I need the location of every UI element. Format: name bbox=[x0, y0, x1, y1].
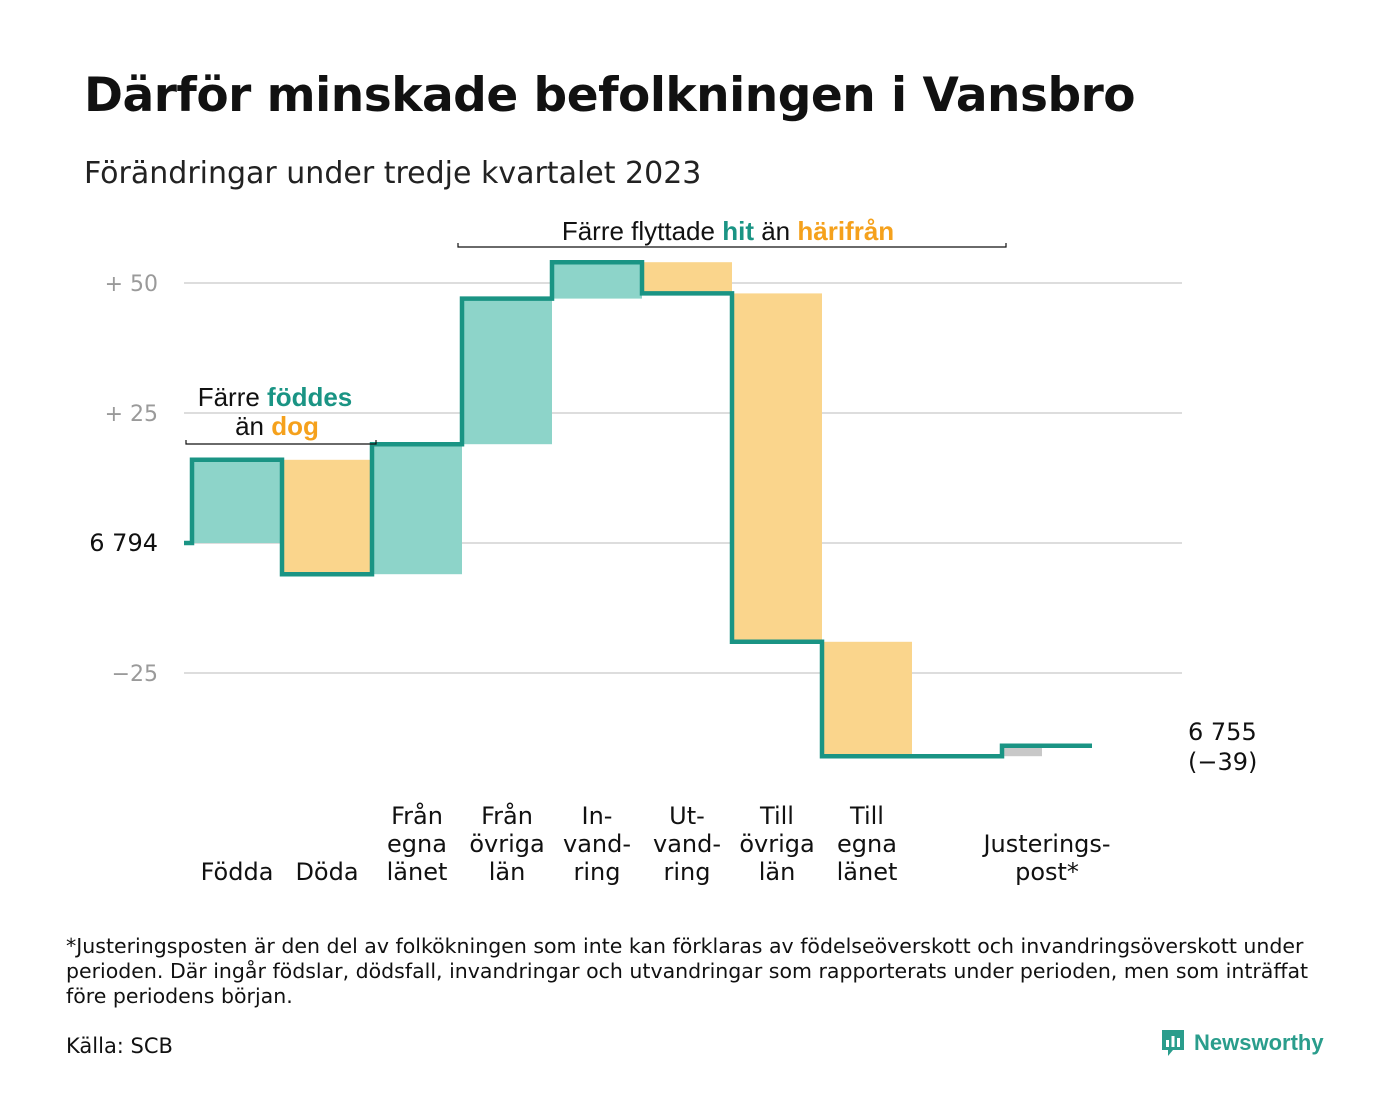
bar-negative bbox=[282, 459, 372, 575]
x-category-label: Ut- bbox=[669, 802, 705, 830]
change-label: (−39) bbox=[1188, 748, 1257, 776]
y-tick-label: + 25 bbox=[105, 402, 158, 427]
x-category-label: egna bbox=[837, 830, 897, 858]
y-tick-label: + 50 bbox=[105, 272, 158, 297]
x-category-label: ring bbox=[574, 858, 621, 886]
x-category-label: egna bbox=[387, 830, 447, 858]
start-value-label: 6 794 bbox=[89, 529, 158, 557]
x-category-label: Döda bbox=[295, 858, 358, 886]
births-bracket bbox=[185, 440, 377, 445]
y-tick-label: −25 bbox=[112, 662, 158, 687]
x-category-label: ring bbox=[664, 858, 711, 886]
x-category-label: Justerings- bbox=[981, 830, 1110, 858]
x-category-label: In- bbox=[582, 802, 613, 830]
x-category-label: övriga bbox=[739, 830, 814, 858]
chart-subtitle: Förändringar under tredje kvartalet 2023 bbox=[84, 156, 702, 191]
x-category-label: län bbox=[489, 858, 526, 886]
x-category-label: Från bbox=[391, 801, 443, 830]
cumulative-step-line bbox=[184, 259, 1092, 759]
newsworthy-logo: Newsworthy bbox=[1160, 1028, 1324, 1058]
bar-negative bbox=[642, 262, 732, 294]
bar-negative bbox=[732, 293, 822, 642]
migration-bracket bbox=[457, 243, 1007, 248]
x-category-label: post* bbox=[1015, 858, 1079, 886]
x-category-label: Födda bbox=[201, 858, 274, 886]
bar-negative bbox=[822, 641, 912, 757]
migration-annotation: Färre flyttade hit än härifrån bbox=[562, 216, 894, 246]
births-annotation-line1: Färre föddes bbox=[198, 382, 353, 412]
newsworthy-logo-icon bbox=[1162, 1030, 1184, 1056]
newsworthy-logo-text: Newsworthy bbox=[1194, 1030, 1324, 1055]
end-value-label: 6 755 bbox=[1188, 718, 1257, 746]
chart-title: Därför minskade befolkningen i Vansbro bbox=[84, 68, 1136, 123]
bar-adjustment bbox=[1002, 745, 1042, 757]
x-category-label: vand- bbox=[653, 830, 721, 858]
x-category-label: vand- bbox=[563, 830, 631, 858]
x-category-label: Till bbox=[759, 802, 794, 830]
bar-positive bbox=[552, 262, 642, 299]
source-note: Källa: SCB bbox=[66, 1034, 173, 1058]
x-category-label: Till bbox=[849, 802, 884, 830]
x-category-label: län bbox=[759, 858, 796, 886]
births-annotation-line2: än dog bbox=[235, 411, 319, 441]
bar-positive bbox=[462, 298, 552, 445]
x-category-label: övriga bbox=[469, 830, 544, 858]
x-category-label: länet bbox=[837, 858, 898, 886]
bar-positive bbox=[372, 444, 462, 575]
bar-positive bbox=[192, 459, 282, 543]
x-category-label: Från bbox=[481, 801, 533, 830]
x-category-label: länet bbox=[387, 858, 448, 886]
footnote: *Justeringsposten är den del av folkökni… bbox=[66, 934, 1309, 1008]
